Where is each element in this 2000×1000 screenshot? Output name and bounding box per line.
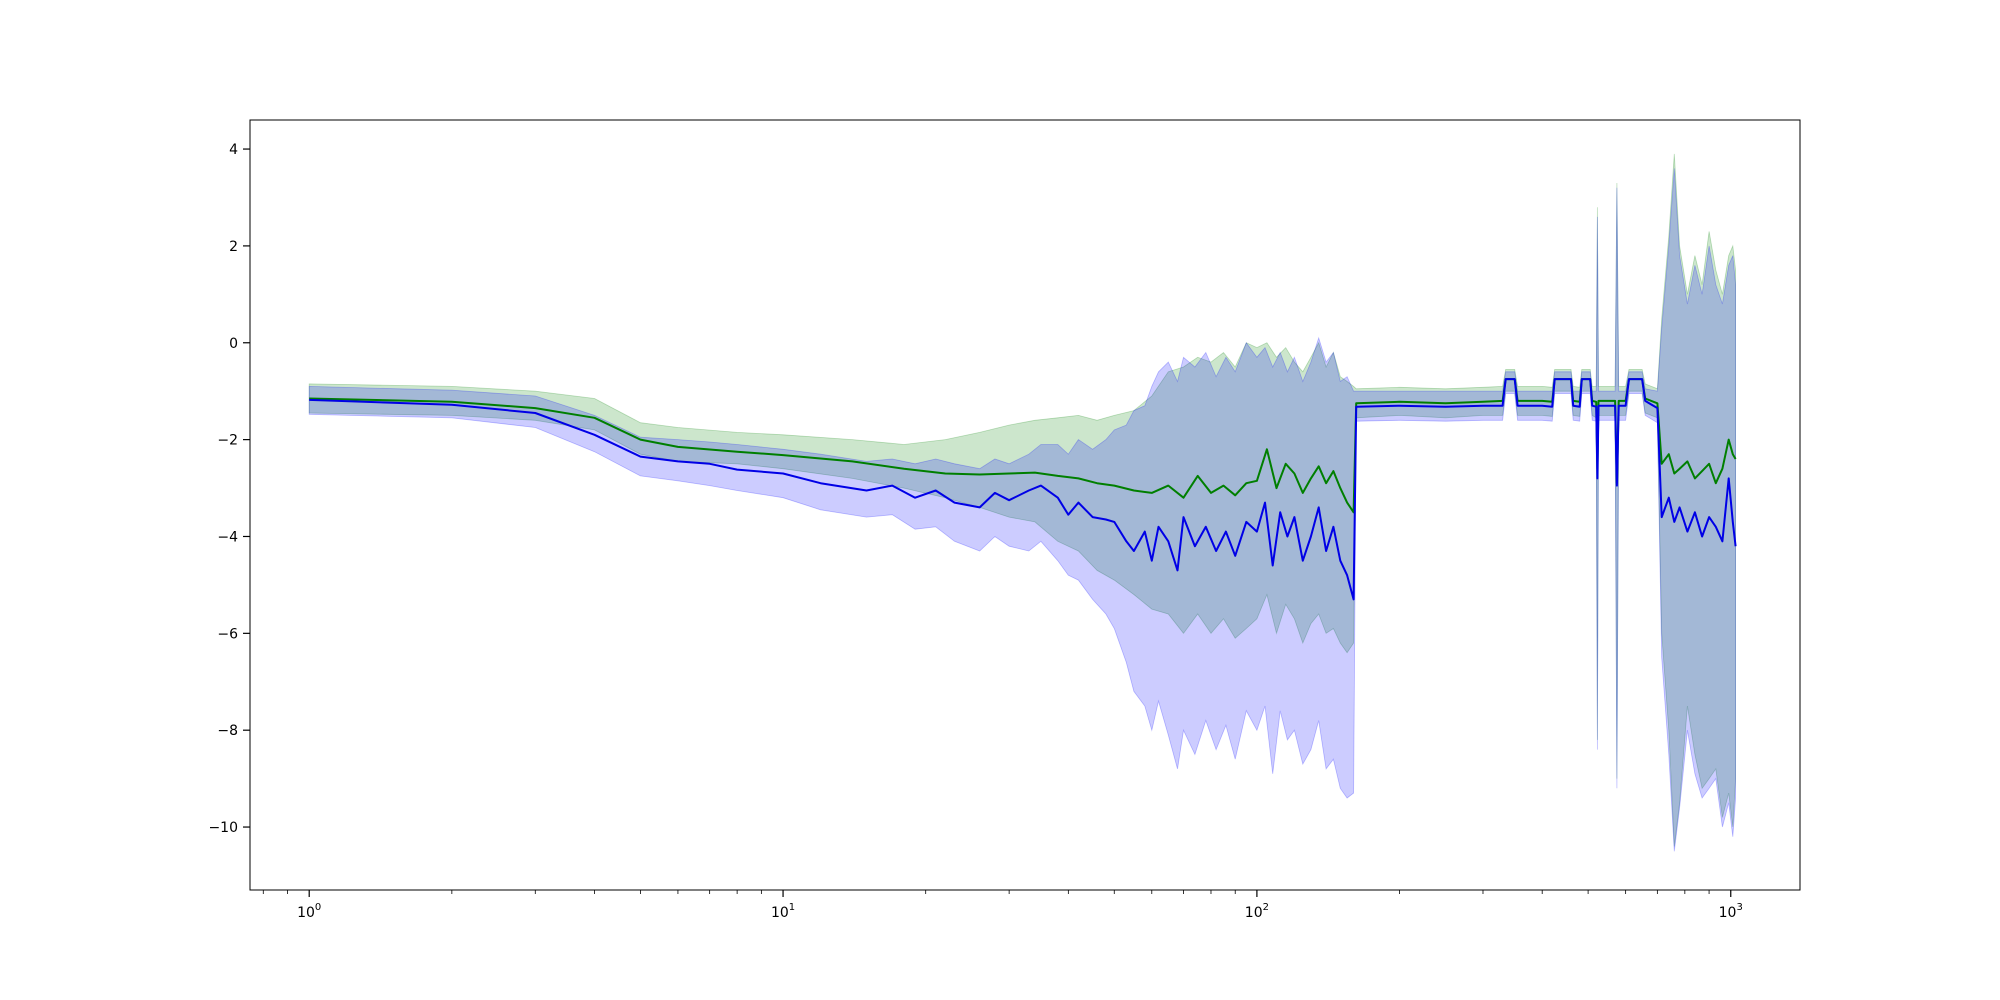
- y-tick-label: 0: [229, 336, 238, 352]
- y-axis: 4 2 0 −2 −4 −6 −8 −10: [208, 142, 250, 836]
- y-tick-label: −6: [217, 626, 238, 642]
- series-2-line: [309, 378, 1737, 601]
- x-tick-label: 103: [1719, 902, 1743, 921]
- x-axis: 100 101 102 103: [262, 890, 1743, 921]
- x-tick-exponent: 1: [789, 902, 795, 913]
- x-tick-label: 101: [771, 902, 795, 921]
- series-1-line: [309, 378, 1737, 514]
- x-tick-exponent: 3: [1736, 902, 1742, 913]
- series-2-band: [308, 168, 1736, 852]
- x-tick-base: 10: [771, 905, 789, 921]
- x-tick-exponent: 2: [1263, 902, 1269, 913]
- x-tick-base: 10: [297, 905, 315, 921]
- x-tick-label: 100: [297, 902, 321, 921]
- x-tick-exponent: 0: [315, 902, 321, 913]
- confidence-bands: [308, 153, 1736, 852]
- x-tick-label: 102: [1245, 902, 1269, 921]
- y-tick-label: −4: [217, 529, 238, 545]
- y-tick-label: −10: [208, 820, 238, 836]
- y-tick-label: −2: [217, 433, 238, 449]
- y-tick-label: −8: [217, 723, 238, 739]
- series-lines: [309, 378, 1737, 601]
- series-1-band: [308, 153, 1736, 847]
- x-tick-base: 10: [1719, 905, 1737, 921]
- x-tick-base: 10: [1245, 905, 1263, 921]
- plot-frame: [249, 119, 1801, 891]
- y-tick-label: 2: [229, 239, 238, 255]
- y-tick-label: 4: [229, 142, 238, 158]
